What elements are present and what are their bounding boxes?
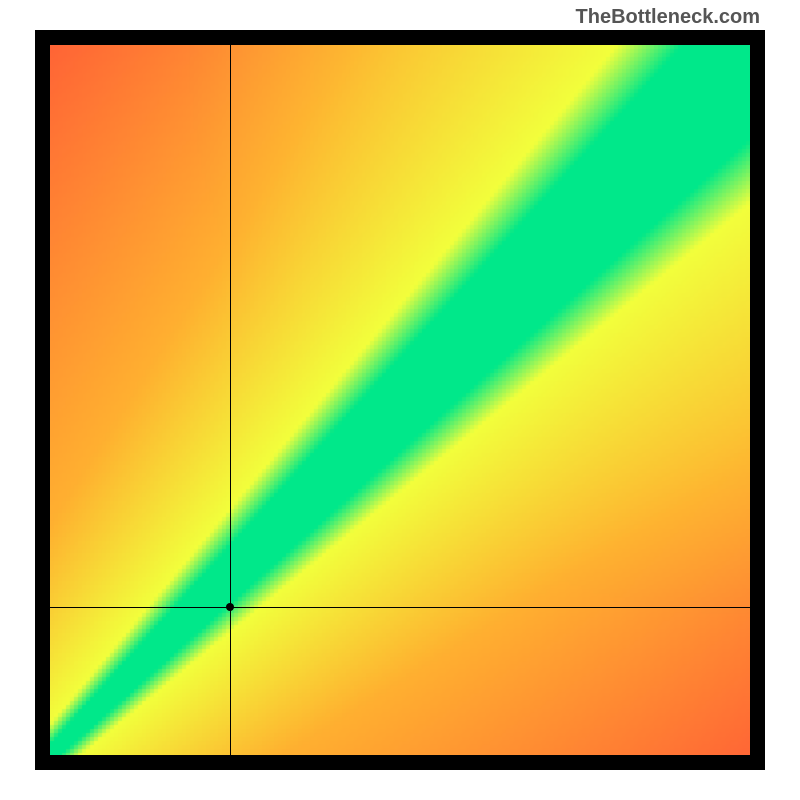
watermark-text: TheBottleneck.com [576,6,760,29]
crosshair-vertical [230,45,231,755]
crosshair-marker [226,603,234,611]
plot-area [50,45,750,755]
crosshair-horizontal [50,607,750,608]
chart-container: TheBottleneck.com [0,0,800,800]
heatmap-canvas [50,45,750,755]
